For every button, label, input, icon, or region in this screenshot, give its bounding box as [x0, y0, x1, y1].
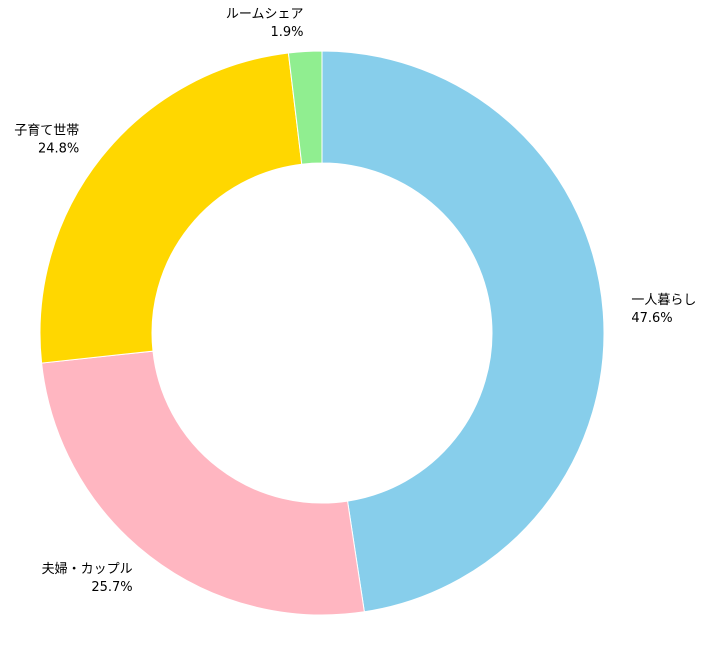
donut-segment — [321, 50, 605, 613]
donut-segment — [287, 50, 323, 165]
segment-label: ルームシェア — [226, 7, 304, 22]
segment-value-label: 24.8% — [38, 141, 79, 156]
segment-value-label: 1.9% — [270, 25, 303, 40]
segment-value-label: 25.7% — [91, 580, 132, 595]
donut-segment — [39, 52, 303, 364]
segment-value-label: 47.6% — [631, 311, 672, 326]
segment-label: 一人暮らし — [631, 293, 696, 308]
segment-label: 夫婦・カップル — [42, 561, 133, 577]
segment-label: 子育て世帯 — [14, 122, 79, 138]
donut-segment — [41, 350, 365, 616]
